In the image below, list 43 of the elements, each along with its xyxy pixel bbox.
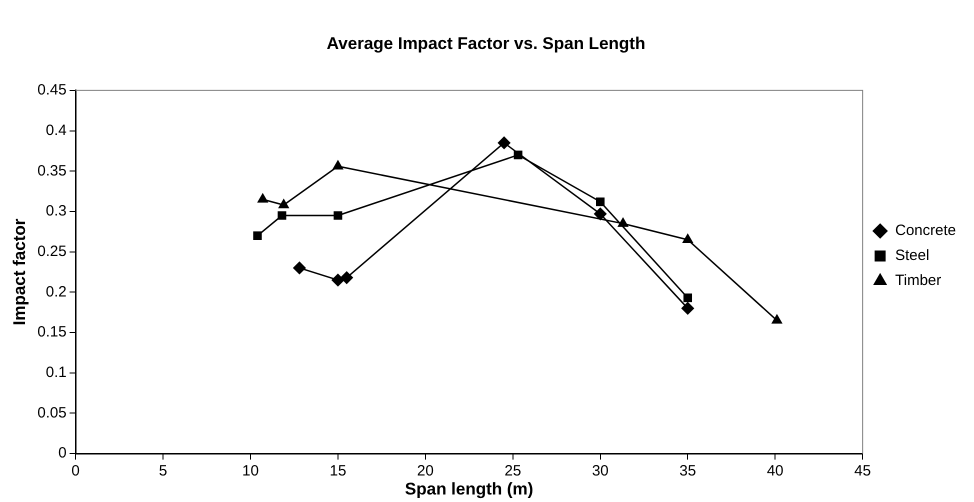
legend-label: Timber [895,272,942,290]
legend-label: Concrete [895,222,956,240]
x-tick-label: 40 [766,462,784,480]
y-tick-label: 0.35 [37,162,67,180]
x-tick-label: 5 [158,462,168,480]
x-tick-label: 0 [71,462,80,480]
point [498,136,510,150]
point [681,302,694,315]
point [682,234,693,243]
x-tick-label: 25 [504,462,522,480]
y-axis-title: Impact factor [10,218,29,326]
point [618,218,628,227]
point [596,197,605,206]
y-tick-label: 0.25 [37,242,67,260]
point [332,274,344,286]
point [683,294,692,302]
x-tick-label: 20 [417,462,434,480]
y-tick-label: 0.05 [37,404,67,422]
y-tick-label: 0.1 [46,364,67,382]
x-tick-label: 45 [854,462,871,480]
point [340,271,353,284]
x-tick-label: 35 [679,462,696,480]
x-tick-label: 15 [330,462,346,480]
x-tick-label: 30 [592,462,609,480]
y-tick-label: 0.3 [46,202,67,220]
point [772,314,782,324]
chart-title: Average Impact Factor vs. Span Length [326,34,646,53]
y-tick-label: 0.2 [46,283,67,300]
point [334,211,342,220]
y-tick-label: 0.15 [37,324,67,341]
y-tick-label: 0 [58,444,67,462]
point [293,262,306,274]
legend-label: Steel [895,247,930,264]
y-tick-label: 0.45 [37,82,67,99]
y-tick-label: 0.4 [46,122,67,139]
point [258,194,268,203]
point [594,208,607,220]
point [332,160,344,170]
point [278,211,286,220]
x-tick-label: 10 [242,462,259,480]
point [253,231,262,240]
point [278,199,289,208]
x-axis-title: Span length (m) [404,479,534,498]
